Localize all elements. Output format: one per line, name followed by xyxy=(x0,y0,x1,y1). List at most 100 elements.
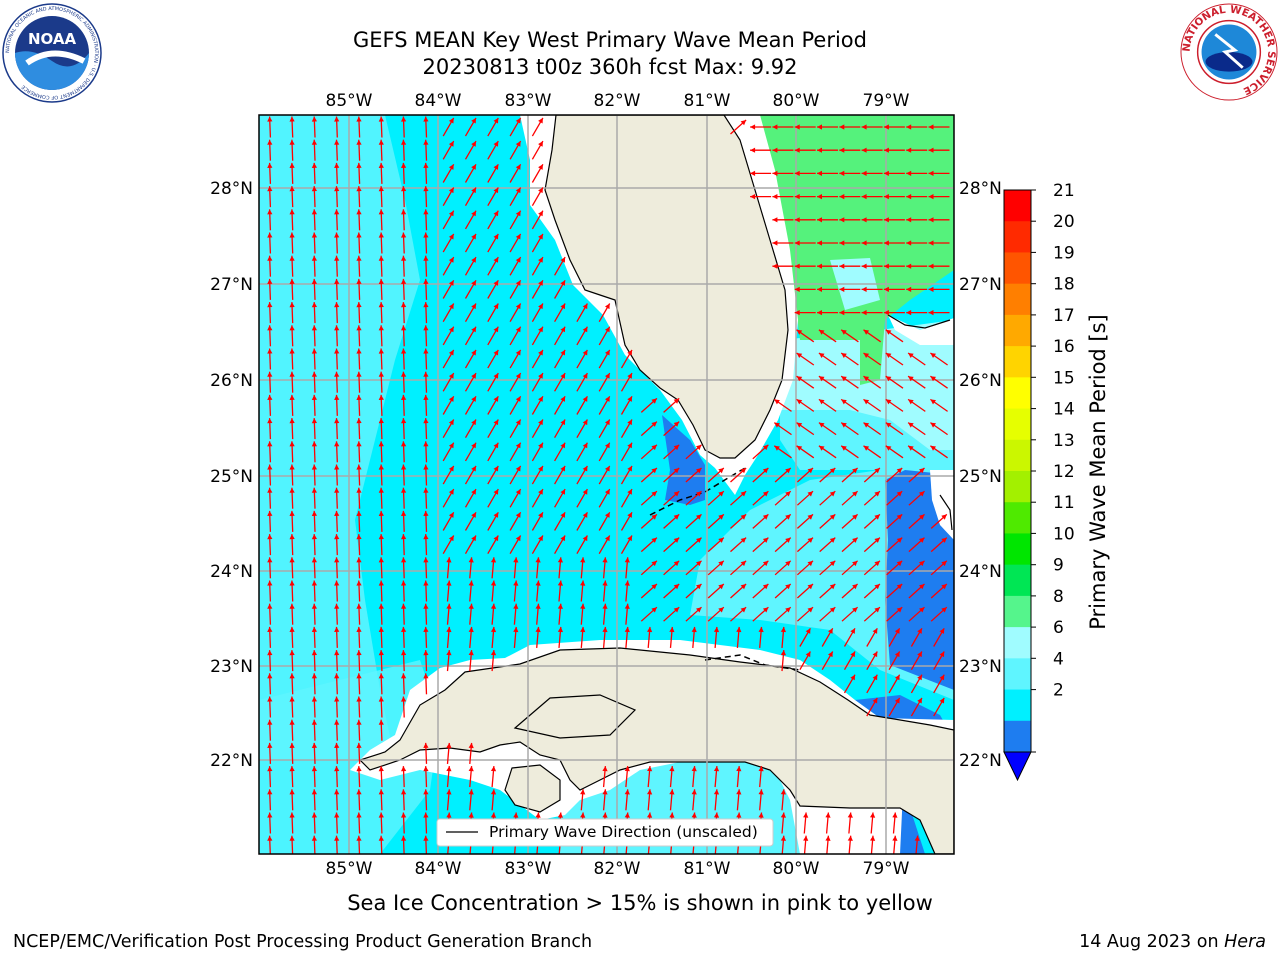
wave-arrow xyxy=(774,606,792,622)
wave-arrow xyxy=(883,170,905,176)
wave-arrow xyxy=(442,326,455,346)
wave-arrow xyxy=(356,557,362,579)
wave-arrow xyxy=(334,557,340,579)
wave-arrow xyxy=(401,186,407,208)
wave-arrow xyxy=(908,490,925,506)
wave-arrow xyxy=(685,467,702,483)
wave-arrow xyxy=(620,511,633,531)
wave-arrow xyxy=(531,210,544,230)
wave-arrow xyxy=(468,742,474,764)
footer-date: 14 Aug 2023 on Hera xyxy=(1079,932,1266,952)
period-field-2-4 xyxy=(855,695,954,740)
colorbar-segment xyxy=(1004,471,1031,503)
wave-arrow xyxy=(885,375,904,389)
wave-arrow xyxy=(580,580,586,602)
wave-arrow xyxy=(464,535,477,555)
wave-arrow xyxy=(794,217,816,223)
wave-arrow xyxy=(557,626,563,648)
wave-arrow xyxy=(819,583,836,599)
wave-arrow xyxy=(794,147,816,153)
wave-arrow xyxy=(423,626,429,648)
wave-arrow xyxy=(839,170,861,176)
wave-arrow xyxy=(930,583,948,599)
wave-arrow xyxy=(334,278,340,300)
wave-arrow xyxy=(752,444,769,460)
wave-arrow xyxy=(685,606,702,622)
wave-arrow xyxy=(685,490,702,506)
wave-arrow xyxy=(464,372,477,392)
colorbar-tick-label: 21 xyxy=(1053,181,1075,201)
wave-arrow xyxy=(818,445,837,459)
wave-arrow xyxy=(883,217,905,223)
wave-arrow xyxy=(576,442,588,462)
wave-arrow xyxy=(334,580,340,602)
lon-tick-label: 80°W xyxy=(773,859,820,879)
wave-arrow xyxy=(624,789,630,811)
wave-arrow xyxy=(378,255,384,277)
wave-arrow xyxy=(423,650,429,672)
wave-arrow xyxy=(267,441,273,463)
wave-arrow xyxy=(464,465,477,485)
wave-arrow xyxy=(401,441,407,463)
wave-arrow xyxy=(356,441,362,463)
wave-arrow xyxy=(663,397,680,413)
wave-arrow xyxy=(487,326,499,346)
wave-arrow xyxy=(378,278,384,300)
wave-arrow xyxy=(401,418,407,440)
bahamas-coast xyxy=(887,314,951,329)
wave-arrow xyxy=(750,147,772,153)
wave-arrow xyxy=(888,651,901,671)
wave-arrow xyxy=(311,302,317,324)
wave-arrow xyxy=(796,445,815,459)
wave-arrow xyxy=(886,490,903,506)
wave-arrow xyxy=(378,209,384,231)
wave-arrow xyxy=(509,372,522,392)
wave-arrow xyxy=(311,766,317,788)
wave-arrow xyxy=(464,117,477,137)
wave-arrow xyxy=(267,394,273,416)
wave-arrow xyxy=(796,375,815,389)
wave-arrow xyxy=(267,162,273,184)
wave-arrow xyxy=(576,488,588,508)
wave-arrow xyxy=(423,232,429,254)
colorbar-segment xyxy=(1004,190,1031,222)
wave-arrow xyxy=(423,371,429,393)
wave-arrow xyxy=(576,372,588,392)
colorbar-segment xyxy=(1004,533,1031,566)
wave-arrow xyxy=(311,394,317,416)
wave-arrow xyxy=(423,278,429,300)
wave-arrow xyxy=(356,534,362,556)
wave-arrow xyxy=(378,441,384,463)
wave-arrow xyxy=(267,116,273,138)
wave-arrow xyxy=(289,812,295,834)
lat-tick-label: 27°N xyxy=(210,275,253,295)
wave-arrow xyxy=(311,139,317,161)
wave-arrow xyxy=(311,116,317,138)
wave-arrow xyxy=(817,124,838,130)
wave-arrow xyxy=(334,766,340,788)
wave-arrow xyxy=(888,627,901,647)
lon-tick-label: 79°W xyxy=(863,859,910,879)
wave-arrow xyxy=(356,394,362,416)
wave-arrow xyxy=(817,263,838,269)
wave-arrow xyxy=(825,835,831,854)
wave-direction-arrows xyxy=(267,116,950,854)
lon-tick-label: 83°W xyxy=(505,859,552,879)
wave-arrow xyxy=(780,626,786,648)
wave-arrow xyxy=(598,419,611,439)
wave-arrow xyxy=(841,583,859,599)
lon-tick-label: 85°W xyxy=(326,859,373,879)
wave-arrow xyxy=(888,674,901,694)
wave-arrow xyxy=(752,467,769,483)
wave-arrow xyxy=(796,352,815,366)
nws-logo: NATIONAL WEATHER SERVICE xyxy=(1180,3,1278,101)
wave-arrow xyxy=(509,256,522,276)
wave-arrow xyxy=(442,372,455,392)
wave-arrow xyxy=(906,263,928,269)
wave-arrow xyxy=(685,560,702,576)
wave-arrow xyxy=(464,233,477,253)
wave-arrow xyxy=(446,626,452,648)
wave-arrow xyxy=(821,651,834,671)
wave-arrow xyxy=(442,256,455,276)
wave-arrow xyxy=(906,170,928,176)
